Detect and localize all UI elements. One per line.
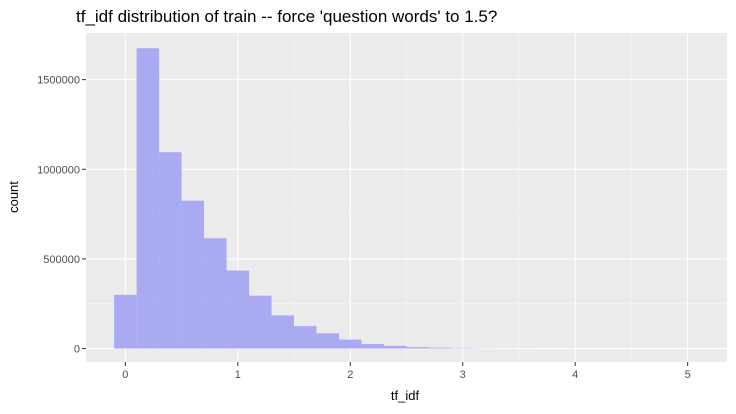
histogram-bar xyxy=(339,340,361,349)
histogram-bar xyxy=(384,346,406,349)
histogram-bar xyxy=(182,201,204,349)
y-tick-label: 0 xyxy=(74,344,80,356)
x-tick-label: 4 xyxy=(572,369,578,381)
x-tick-label: 2 xyxy=(347,369,353,381)
x-tick-label: 5 xyxy=(685,369,691,381)
histogram-bar xyxy=(159,152,181,348)
histogram-bar xyxy=(114,295,136,349)
histogram-bar xyxy=(429,348,451,349)
x-tick-label: 1 xyxy=(235,369,241,381)
histogram-bar xyxy=(272,315,294,348)
histogram-bar xyxy=(407,347,429,348)
y-tick-label: 1000000 xyxy=(37,164,80,176)
y-tick-label: 500000 xyxy=(43,254,80,266)
histogram-bar xyxy=(227,271,249,349)
histogram-bar xyxy=(294,326,316,348)
y-axis-title: count xyxy=(6,181,21,213)
x-axis-ticks: 0 1 2 3 4 5 xyxy=(122,362,690,381)
x-tick-label: 3 xyxy=(460,369,466,381)
histogram-bar xyxy=(362,344,384,348)
y-tick-label: 1500000 xyxy=(37,75,80,87)
chart-title: tf_idf distribution of train -- force 'q… xyxy=(76,7,497,26)
x-tick-label: 0 xyxy=(122,369,128,381)
histogram-bar xyxy=(249,296,271,349)
x-axis-title: tf_idf xyxy=(391,388,420,403)
histogram-bar xyxy=(137,48,159,348)
y-axis-ticks: 0 500000 1000000 1500000 xyxy=(37,75,86,356)
histogram-bar xyxy=(317,333,339,348)
histogram-bar xyxy=(204,238,226,348)
